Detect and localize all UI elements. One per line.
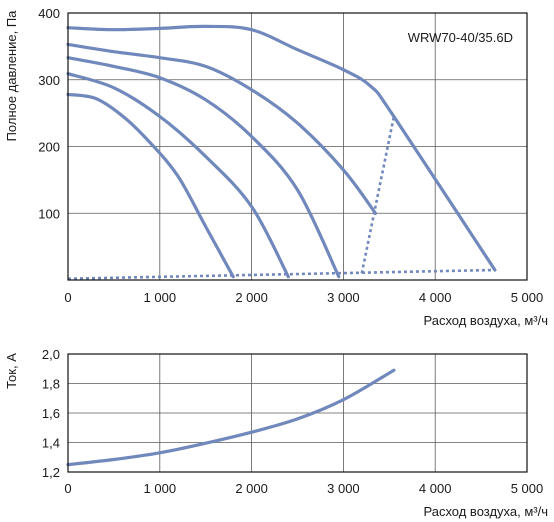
current-x-tick-label: 2 000 [235,481,268,496]
current-x-tick-label: 4 000 [419,481,452,496]
current-x-ticks: 0 1 000 2 000 3 000 4 000 5 000 [64,481,543,496]
pressure-model-label: WRW70-40/35.6D [408,30,513,45]
current-x-tick-label: 1 000 [144,481,177,496]
pressure-y-ticks: 100 200 300 400 [38,6,60,221]
current-x-tick-label: 3 000 [327,481,360,496]
pressure-x-tick-label: 5 000 [511,290,544,305]
current-y-axis-label: Ток, А [4,353,19,389]
current-y-tick-label: 2,0 [42,347,60,362]
current-chart: 0 1 000 2 000 3 000 4 000 5 000 1,2 1,4 1,6 1,8 2… [4,347,548,519]
current-y-tick-label: 1,4 [42,436,60,451]
pressure-curve-2 [66,42,378,215]
pressure-x-ticks: 0 1 000 2 000 3 000 4 000 5 000 [64,290,543,305]
pressure-y-tick-label: 300 [38,73,60,88]
pressure-x-tick-label: 1 000 [144,290,177,305]
pressure-y-axis-label: Полное давление, Па [4,10,19,142]
current-grid [68,354,527,472]
pressure-series [66,24,497,280]
pressure-x-tick-label: 4 000 [419,290,452,305]
current-series [66,368,396,467]
current-x-tick-label: 5 000 [511,481,544,496]
pressure-x-tick-label: 2 000 [235,290,268,305]
pressure-curve-6 [67,268,495,280]
pressure-curve-1 [66,24,497,272]
pressure-grid [68,13,527,280]
current-y-tick-label: 1,2 [42,465,60,480]
pressure-x-axis-label: Расход воздуха, м³/ч [423,313,548,328]
pressure-curve-5 [66,92,235,279]
current-y-ticks: 1,2 1,4 1,6 1,8 2,0 [42,347,60,480]
pressure-curve-7 [360,116,396,274]
pressure-curve-3 [66,56,341,279]
current-x-tick-label: 0 [64,481,71,496]
pressure-curve-4 [66,72,290,279]
pressure-y-tick-label: 100 [38,206,60,221]
current-y-tick-label: 1,6 [42,406,60,421]
current-plot-frame [67,353,528,473]
current-y-tick-label: 1,8 [42,377,60,392]
current-curve-1 [66,368,396,467]
pressure-plot-frame [67,12,528,281]
pressure-y-tick-label: 200 [38,140,60,155]
pressure-y-tick-label: 400 [38,6,60,21]
pressure-x-tick-label: 3 000 [327,290,360,305]
pressure-x-tick-label: 0 [64,290,71,305]
current-x-axis-label: Расход воздуха, м³/ч [423,504,548,519]
